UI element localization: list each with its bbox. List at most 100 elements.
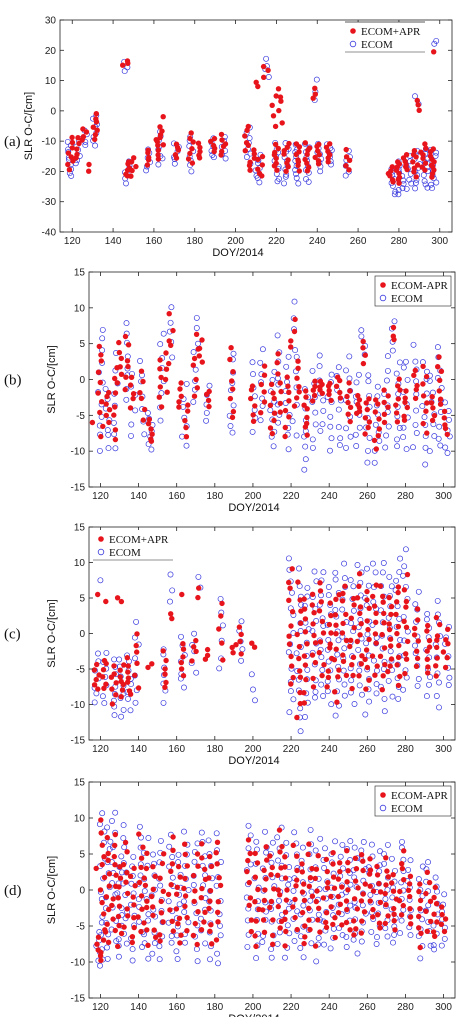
ecom-point — [285, 353, 292, 360]
ecom-apr-point — [138, 928, 144, 935]
ecom-apr-point — [282, 864, 288, 870]
ecom-apr-point — [176, 399, 182, 405]
ecom-point — [145, 917, 152, 924]
ecom-apr-point — [288, 653, 294, 660]
ecom-apr-point — [116, 339, 122, 346]
ecom-point — [356, 424, 363, 431]
ecom-apr-point — [170, 327, 176, 334]
y-tick-label: -15 — [71, 736, 86, 747]
ecom-apr-point — [335, 910, 342, 916]
ecom-point — [395, 191, 402, 198]
ecom-apr-point — [362, 656, 368, 663]
ecom-point — [341, 681, 348, 688]
ecom-point — [336, 925, 342, 932]
ecom-apr-point — [403, 624, 410, 630]
ecom-apr-point — [312, 875, 318, 882]
ecom-apr-point — [351, 602, 357, 608]
points-layer — [64, 37, 440, 198]
ecom-apr-point — [195, 140, 202, 146]
ecom-point — [216, 665, 223, 672]
legend-entry: ECOM — [391, 803, 423, 815]
ecom-apr-point — [430, 405, 436, 411]
ecom-point — [286, 709, 293, 716]
ecom-point — [300, 902, 307, 909]
ecom-apr-point — [253, 79, 259, 86]
ecom-apr-point — [182, 417, 188, 424]
ecom-apr-point — [385, 393, 391, 399]
ecom-apr-point — [286, 641, 293, 647]
ecom-apr-point — [199, 855, 205, 861]
ecom-apr-point — [242, 148, 248, 154]
ecom-apr-point — [162, 376, 169, 383]
ecom-apr-point — [122, 386, 128, 393]
ecom-apr-point — [297, 700, 303, 707]
ecom-point — [96, 447, 103, 454]
ecom-apr-point — [176, 404, 182, 410]
y-tick-label: 30 — [45, 16, 57, 27]
ecom-point — [341, 560, 348, 567]
ecom-apr-point — [297, 668, 303, 674]
ecom-apr-point — [441, 408, 448, 415]
ecom-point — [230, 350, 237, 357]
ecom-apr-point — [346, 157, 353, 163]
ecom-point — [193, 669, 200, 676]
ecom-point — [285, 881, 292, 888]
ecom-apr-point — [131, 902, 137, 908]
ecom-apr-point — [315, 917, 321, 923]
ecom-apr-point — [337, 868, 343, 875]
ecom-apr-point — [370, 593, 376, 600]
y-tick-label: 15 — [74, 778, 86, 789]
ecom-apr-point — [295, 365, 301, 371]
y-tick-label: -10 — [71, 958, 86, 969]
ecom-point — [362, 711, 369, 718]
ecom-apr-point — [146, 154, 152, 161]
ecom-apr-point — [304, 641, 310, 647]
ecom-point — [343, 425, 349, 432]
ecom-point — [386, 573, 393, 580]
ecom-apr-point — [245, 123, 251, 130]
ecom-apr-point — [388, 168, 394, 174]
ecom-apr-point — [155, 156, 162, 162]
ecom-apr-point — [297, 597, 303, 603]
ecom-apr-point — [445, 641, 451, 647]
ecom-point — [171, 160, 178, 167]
x-tick-label: 120 — [64, 236, 81, 247]
ecom-point — [373, 941, 380, 947]
ecom-apr-point — [265, 67, 271, 74]
ecom-point — [289, 418, 296, 425]
ecom-apr-point — [106, 389, 112, 396]
ecom-apr-point — [312, 91, 318, 97]
ecom-apr-point — [179, 591, 185, 598]
ecom-point — [291, 829, 298, 836]
ecom-apr-point — [252, 933, 258, 939]
ecom-point — [294, 908, 301, 915]
ecom-point — [160, 330, 167, 337]
ecom-apr-point — [306, 917, 312, 923]
x-tick-label: 200 — [245, 491, 262, 502]
ecom-apr-point — [283, 928, 289, 935]
ecom-apr-point — [122, 333, 129, 340]
ecom-apr-point — [173, 141, 180, 147]
ecom-apr-point — [363, 647, 370, 653]
ecom-apr-point — [402, 670, 408, 677]
ecom-point — [145, 835, 152, 841]
ecom-apr-point — [195, 594, 201, 601]
ecom-apr-point — [395, 682, 402, 689]
points-layer — [89, 298, 453, 473]
ecom-apr-point — [344, 879, 350, 885]
ecom-apr-point — [410, 159, 416, 165]
ecom-apr-point — [124, 58, 131, 64]
ecom-apr-point — [438, 921, 445, 927]
ecom-apr-point — [160, 142, 166, 148]
ecom-apr-point — [366, 636, 372, 643]
ecom-apr-point — [415, 638, 421, 644]
ecom-apr-point — [206, 875, 212, 881]
ecom-apr-point — [247, 850, 253, 857]
ecom-point — [335, 637, 342, 644]
ecom-apr-point — [93, 111, 100, 117]
ecom-apr-point — [166, 311, 172, 317]
ecom-apr-point — [364, 618, 370, 624]
ecom-point — [238, 657, 245, 664]
ecom-apr-point — [129, 934, 136, 940]
ecom-apr-point — [173, 906, 180, 912]
